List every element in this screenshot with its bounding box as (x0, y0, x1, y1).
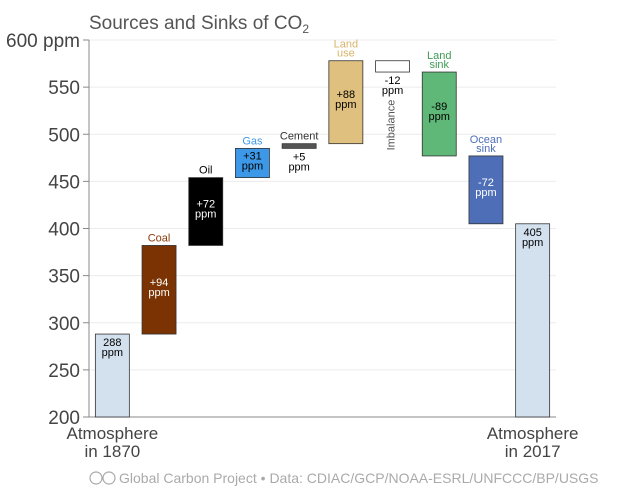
labels: 288 ppm Atmosphere in 1870 +94 ppm Coal +72 ppm O… (67, 39, 579, 461)
bar-land-sink (421, 71, 457, 157)
bar-value-label: 405 ppm (522, 227, 543, 249)
start-axis-label: Atmosphere in 1870 (67, 424, 159, 461)
bar-value-label: +88 ppm (335, 89, 356, 111)
y-axis: 200 250 300 350 400 450 500 550 600 ppm (6, 31, 556, 429)
bar-category-label: Coal (148, 232, 171, 244)
y-tick-label: 550 (48, 78, 80, 99)
y-tick-label: 500 (48, 125, 80, 146)
bar-coal (141, 245, 177, 335)
chart-title: Sources and Sinks of CO2 (89, 13, 309, 36)
y-tick-label: 350 (48, 267, 80, 288)
bar-value-label: +72 ppm (195, 199, 216, 221)
bar-oil (188, 177, 224, 246)
end-axis-label: Atmosphere in 2017 (487, 424, 579, 461)
chart-title-subscript: 2 (302, 22, 309, 36)
bar-category-label: Gas (242, 135, 263, 147)
bar-imbalance (375, 60, 410, 73)
bar-value-label: -89 ppm (429, 101, 450, 123)
credit-source: Data: CDIAC/GCP/NOAA-ESRL/UNFCCC/BP/USGS (269, 470, 598, 486)
bar-land-use (328, 60, 364, 145)
credit-project: Global Carbon Project (119, 470, 261, 486)
y-tick-label: 250 (48, 361, 80, 382)
bar-category-label: Cement (280, 131, 319, 143)
credit-text: Global Carbon Project • Data: CDIAC/GCP/… (119, 470, 599, 486)
y-tick-label: 450 (48, 172, 80, 193)
bar-category-label: Oil (199, 165, 212, 177)
bar-value-label: -72 ppm (475, 177, 496, 199)
y-tick-label: 300 (48, 314, 80, 335)
bar-category-label: Land use (334, 39, 358, 60)
bar-category-label: Imbalance (386, 100, 398, 151)
chart-title-text: Sources and Sinks of CO (89, 13, 302, 34)
bar-value-label: +94 ppm (148, 277, 169, 299)
y-tick-label: 200 (48, 408, 80, 429)
bar-ocean-sink (468, 155, 504, 225)
bar-value-label: +5 ppm (288, 151, 309, 173)
bar-value-label: +31 ppm (242, 150, 263, 172)
bar-atmosphere-1870 (94, 333, 130, 418)
attribution-icon (102, 471, 116, 485)
bar-gas (235, 147, 270, 179)
y-tick-label: 600 ppm (6, 31, 80, 52)
bars (94, 60, 551, 418)
credit-separator: • (261, 470, 270, 486)
gridlines (89, 39, 556, 418)
bar-category-label: Land sink (427, 50, 451, 71)
cc-license-icon (89, 471, 103, 485)
y-tick-label: 400 (48, 220, 80, 241)
bar-cement (281, 143, 317, 149)
bar-value-label: 288 ppm (102, 337, 123, 359)
bar-atmosphere-2017 (515, 223, 551, 418)
bar-category-label: Ocean sink (470, 134, 502, 155)
bar-value-label: -12 ppm (382, 75, 403, 97)
credit-line: Global Carbon Project • Data: CDIAC/GCP/… (89, 470, 599, 486)
